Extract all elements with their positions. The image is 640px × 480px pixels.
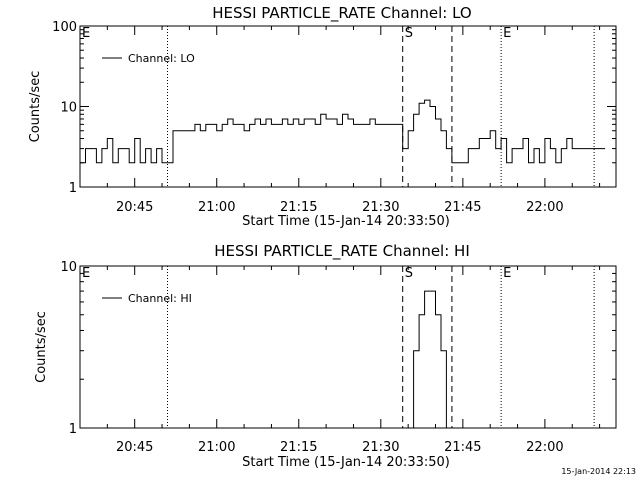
panel-0-y-axis-label: Counts/sec (28, 71, 43, 143)
panel-1-y-axis-label: Counts/sec (34, 311, 49, 383)
panel-0-chart-title: HESSI PARTICLE_RATE Channel: LO (212, 4, 471, 23)
panel-1-x-tick-label: 22:00 (526, 440, 563, 455)
panel-1-y-tick-label: 1 (69, 422, 77, 437)
panel-1-x-axis-label: Start Time (15-Jan-14 20:33:50) (242, 455, 450, 470)
panel-1-chart-title: HESSI PARTICLE_RATE Channel: HI (214, 242, 470, 261)
panel-1-series-line (413, 290, 447, 428)
panel-0-series-line (80, 99, 606, 164)
panel-0-x-tick-label: 21:00 (198, 200, 235, 215)
panel-0-y-tick-label: 10 (60, 101, 77, 116)
panel-0-x-tick-label: 21:45 (444, 200, 481, 215)
panel-1-y-tick-label: 10 (60, 260, 77, 275)
generation-timestamp: 15-Jan-2014 22:13 (561, 467, 636, 476)
panel-0-marker-label: E (503, 26, 511, 41)
panel-1-x-tick-label: 20:45 (116, 440, 153, 455)
panel-1-legend-label: Channel: HI (128, 292, 192, 305)
panel-0-plot-frame (79, 25, 617, 188)
panel-1-x-tick-label: 21:15 (280, 440, 317, 455)
panel-0-legend-label: Channel: LO (128, 52, 195, 65)
panel-1-x-tick-label: 21:30 (362, 440, 399, 455)
panel-0-y-tick-label: 100 (52, 20, 77, 35)
panel-1-x-tick-label: 21:00 (198, 440, 235, 455)
panel-1-legend: Channel: HI (102, 292, 192, 305)
panel-0-marker-label: S (405, 26, 413, 41)
panel-0-x-tick-label: 21:30 (362, 200, 399, 215)
panel-0-x-tick-label: 22:00 (526, 200, 563, 215)
panel-0-legend: Channel: LO (102, 52, 195, 65)
panel-0-x-tick-label: 20:45 (116, 200, 153, 215)
lo-channel-panel: HESSI PARTICLE_RATE Channel: LO Start Tim… (28, 4, 617, 229)
panel-0-y-tick-label: 1 (69, 181, 77, 196)
panel-1-marker-label: E (82, 266, 90, 281)
panel-0-marker-label: E (82, 26, 90, 41)
panel-1-x-tick-label: 21:45 (444, 440, 481, 455)
panel-1-marker-label: S (405, 266, 413, 281)
hi-channel-panel: HESSI PARTICLE_RATE Channel: HI Start Tim… (34, 242, 617, 470)
panel-0-x-tick-label: 21:15 (280, 200, 317, 215)
panel-1-plot-frame (79, 265, 617, 429)
panel-0-x-axis-label: Start Time (15-Jan-14 20:33:50) (242, 214, 450, 229)
panel-1-marker-label: E (503, 266, 511, 281)
